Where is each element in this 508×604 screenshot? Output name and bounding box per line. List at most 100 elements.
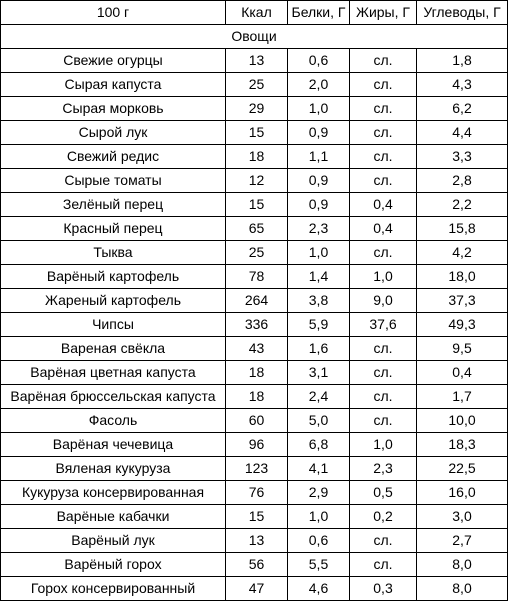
protein-cell: 0,6 — [287, 48, 350, 73]
kcal-cell: 43 — [225, 336, 288, 361]
product-name-cell: Варёная брюссельская капуста — [0, 384, 226, 409]
product-name-cell: Варёный лук — [0, 528, 226, 553]
fat-cell: 0,4 — [349, 192, 417, 217]
table-row: Варёный картофель 78 1,4 1,0 18,0 — [0, 264, 508, 289]
fat-cell: сл. — [349, 528, 417, 553]
table-row: Чипсы 336 5,9 37,6 49,3 — [0, 312, 508, 337]
carbs-cell: 6,2 — [416, 96, 508, 121]
table-row: Сырая капуста 25 2,0 сл. 4,3 — [0, 72, 508, 97]
fat-cell: сл. — [349, 240, 417, 265]
table-row: Красный перец 65 2,3 0,4 15,8 — [0, 216, 508, 241]
fat-cell: сл. — [349, 96, 417, 121]
kcal-cell: 18 — [225, 384, 288, 409]
fat-cell: сл. — [349, 552, 417, 577]
kcal-cell: 15 — [225, 504, 288, 529]
carbs-cell: 3,0 — [416, 504, 508, 529]
protein-cell: 5,9 — [287, 312, 350, 337]
carbs-cell: 16,0 — [416, 480, 508, 505]
carbs-cell: 9,5 — [416, 336, 508, 361]
kcal-cell: 123 — [225, 456, 288, 481]
table-row: Горох консервированный 47 4,6 0,3 8,0 — [0, 576, 508, 601]
table-row: Жареный картофель 264 3,8 9,0 37,3 — [0, 288, 508, 313]
carbs-cell: 4,4 — [416, 120, 508, 145]
kcal-cell: 18 — [225, 144, 288, 169]
carbs-cell: 1,7 — [416, 384, 508, 409]
header-row: 100 г Ккал Белки, Г Жиры, Г Углеводы, Г — [0, 0, 508, 25]
table-row: Фасоль 60 5,0 сл. 10,0 — [0, 408, 508, 433]
product-name-cell: Свежий редис — [0, 144, 226, 169]
kcal-cell: 18 — [225, 360, 288, 385]
table-row: Свежие огурцы 13 0,6 сл. 1,8 — [0, 48, 508, 73]
protein-cell: 0,6 — [287, 528, 350, 553]
carbs-cell: 4,3 — [416, 72, 508, 97]
protein-cell: 1,0 — [287, 240, 350, 265]
carbs-cell: 49,3 — [416, 312, 508, 337]
product-name-cell: Варёная цветная капуста — [0, 360, 226, 385]
product-name-cell: Вареная свёкла — [0, 336, 226, 361]
fat-cell: сл. — [349, 336, 417, 361]
table-row: Свежий редис 18 1,1 сл. 3,3 — [0, 144, 508, 169]
carbs-cell: 15,8 — [416, 216, 508, 241]
table-row: Варёный горох 56 5,5 сл. 8,0 — [0, 552, 508, 577]
carbs-cell: 3,3 — [416, 144, 508, 169]
fat-cell: сл. — [349, 168, 417, 193]
kcal-cell: 15 — [225, 120, 288, 145]
protein-cell: 2,9 — [287, 480, 350, 505]
kcal-cell: 25 — [225, 72, 288, 97]
product-name-cell: Тыква — [0, 240, 226, 265]
table-row: Вяленая кукуруза 123 4,1 2,3 22,5 — [0, 456, 508, 481]
product-name-cell: Варёная чечевица — [0, 432, 226, 457]
fat-cell: 0,2 — [349, 504, 417, 529]
header-kcal: Ккал — [225, 0, 288, 25]
carbs-cell: 2,2 — [416, 192, 508, 217]
protein-cell: 5,5 — [287, 552, 350, 577]
product-name-cell: Свежие огурцы — [0, 48, 226, 73]
product-name-cell: Варёный картофель — [0, 264, 226, 289]
header-protein: Белки, Г — [287, 0, 350, 25]
product-name-cell: Чипсы — [0, 312, 226, 337]
protein-cell: 1,4 — [287, 264, 350, 289]
kcal-cell: 56 — [225, 552, 288, 577]
fat-cell: 2,3 — [349, 456, 417, 481]
protein-cell: 4,1 — [287, 456, 350, 481]
product-name-cell: Горох консервированный — [0, 576, 226, 601]
protein-cell: 1,1 — [287, 144, 350, 169]
kcal-cell: 25 — [225, 240, 288, 265]
protein-cell: 1,0 — [287, 96, 350, 121]
kcal-cell: 15 — [225, 192, 288, 217]
carbs-cell: 18,3 — [416, 432, 508, 457]
kcal-cell: 65 — [225, 216, 288, 241]
product-name-cell: Сырые томаты — [0, 168, 226, 193]
fat-cell: сл. — [349, 48, 417, 73]
table-row: Варёная цветная капуста 18 3,1 сл. 0,4 — [0, 360, 508, 385]
carbs-cell: 1,8 — [416, 48, 508, 73]
table-row: Кукуруза консервированная 76 2,9 0,5 16,0 — [0, 480, 508, 505]
carbs-cell: 10,0 — [416, 408, 508, 433]
kcal-cell: 264 — [225, 288, 288, 313]
carbs-cell: 2,7 — [416, 528, 508, 553]
fat-cell: сл. — [349, 72, 417, 97]
header-carbs: Углеводы, Г — [416, 0, 508, 25]
product-name-cell: Жареный картофель — [0, 288, 226, 313]
table-row: Сырой лук 15 0,9 сл. 4,4 — [0, 120, 508, 145]
protein-cell: 0,9 — [287, 168, 350, 193]
kcal-cell: 76 — [225, 480, 288, 505]
kcal-cell: 60 — [225, 408, 288, 433]
carbs-cell: 22,5 — [416, 456, 508, 481]
carbs-cell: 8,0 — [416, 576, 508, 601]
fat-cell: 1,0 — [349, 432, 417, 457]
fat-cell: 1,0 — [349, 264, 417, 289]
protein-cell: 3,1 — [287, 360, 350, 385]
kcal-cell: 96 — [225, 432, 288, 457]
fat-cell: 0,3 — [349, 576, 417, 601]
table-row: Сырая морковь 29 1,0 сл. 6,2 — [0, 96, 508, 121]
product-name-cell: Зелёный перец — [0, 192, 226, 217]
kcal-cell: 78 — [225, 264, 288, 289]
header-portion: 100 г — [0, 0, 226, 25]
fat-cell: 0,5 — [349, 480, 417, 505]
protein-cell: 1,6 — [287, 336, 350, 361]
fat-cell: сл. — [349, 408, 417, 433]
table-row: Варёный лук 13 0,6 сл. 2,7 — [0, 528, 508, 553]
carbs-cell: 2,8 — [416, 168, 508, 193]
